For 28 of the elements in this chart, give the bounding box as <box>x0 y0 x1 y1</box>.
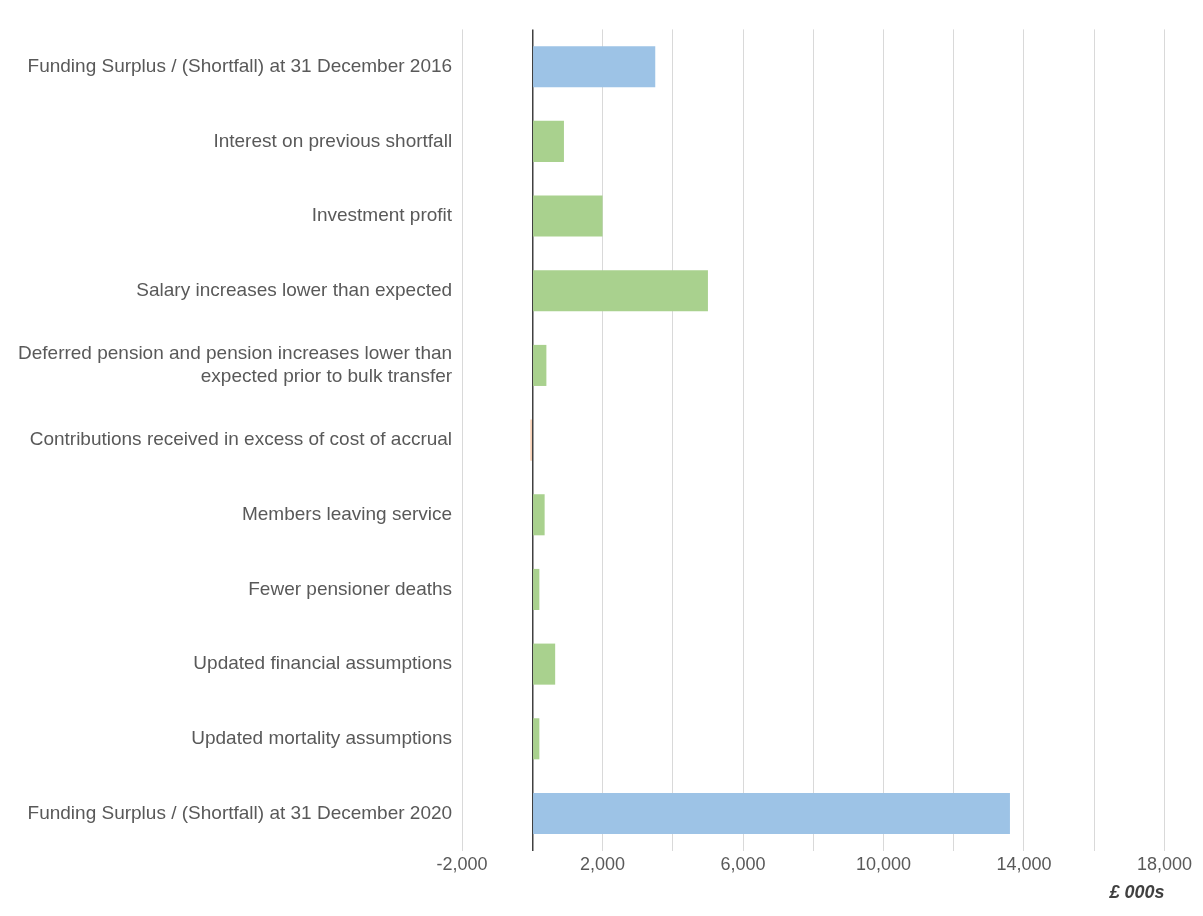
x-tick-label: 10,000 <box>855 853 912 874</box>
y-tick-label: Interest on previous shortfall <box>213 129 453 151</box>
x-tick-label: -2,000 <box>436 853 488 874</box>
y-tick-label: Contributions received in excess of cost of accrual <box>29 428 453 450</box>
y-tick-label: Investment profit <box>311 204 453 226</box>
bar <box>533 494 545 536</box>
bar <box>533 568 540 610</box>
x-tick-label: 6,000 <box>720 853 766 874</box>
bar <box>533 643 556 685</box>
bar <box>533 718 540 760</box>
bar <box>533 46 656 88</box>
y-tick-label: Updated financial assumptions <box>193 652 453 674</box>
y-tick-label: Deferred pension and pension increases lower than expected prior to bulk transfer <box>18 342 453 387</box>
bar <box>533 344 547 386</box>
y-tick-label: Funding Surplus / (Shortfall) at 31 December 2016 <box>27 54 453 76</box>
x-tick-label: 18,000 <box>1136 853 1192 874</box>
y-tick-label: Funding Surplus / (Shortfall) at 31 December 2020 <box>27 801 453 823</box>
x-tick-label: 14,000 <box>996 853 1052 874</box>
y-tick-label: Updated mortality assumptions <box>191 727 453 749</box>
y-tick-label: Members leaving service <box>241 503 453 525</box>
x-tick-label: 2,000 <box>580 853 626 874</box>
bar <box>533 792 1010 834</box>
y-tick-label: Salary increases lower than expected <box>136 278 453 300</box>
bar <box>533 120 564 162</box>
x-axis-title: £ 000s <box>1108 882 1165 903</box>
y-tick-label: Fewer pensioner deaths <box>248 577 453 599</box>
bar <box>533 195 603 237</box>
bar <box>533 270 708 312</box>
